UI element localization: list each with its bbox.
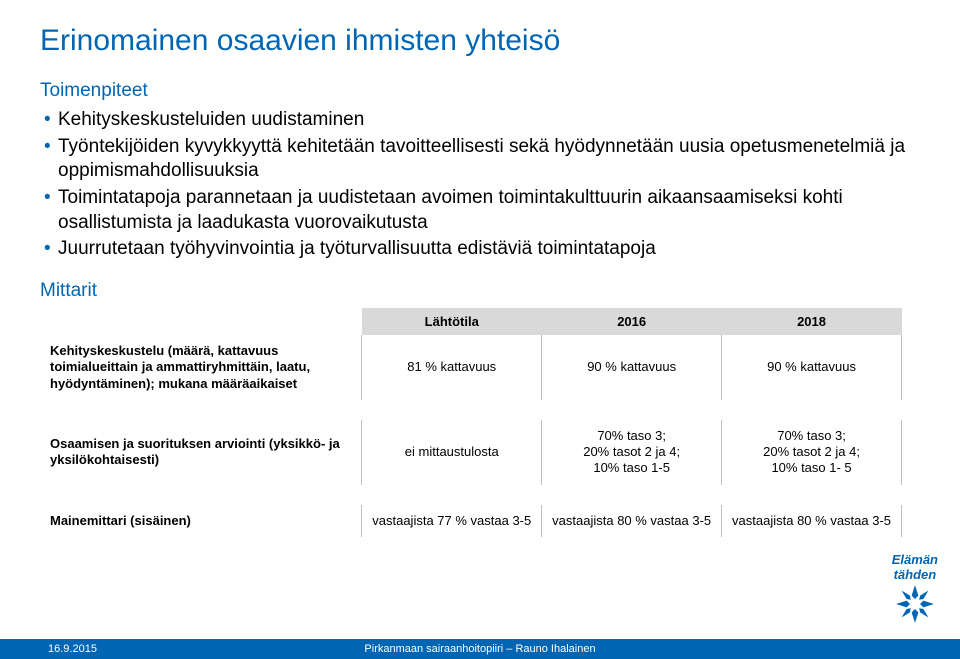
list-item: Juurrutetaan työhyvinvointia ja työturva… <box>44 237 920 262</box>
metrics-table: Lähtötila 2016 2018 Kehityskeskustelu (m… <box>42 308 902 537</box>
col-header: 2016 <box>542 308 722 335</box>
cell: 70% taso 3;20% tasot 2 ja 4;10% taso 1- … <box>722 420 902 485</box>
star-icon <box>894 583 936 625</box>
list-item: Työntekijöiden kyvykkyyttä kehitetään ta… <box>44 135 920 184</box>
footer-org: Pirkanmaan sairaanhoitopiiri – Rauno Iha… <box>364 643 595 655</box>
list-item: Toimintatapoja parannetaan ja uudistetaa… <box>44 186 920 235</box>
row-label: Mainemittari (sisäinen) <box>42 505 362 537</box>
mittarit-label: Mittarit <box>40 280 920 302</box>
cell: vastaajista 80 % vastaa 3-5 <box>722 505 902 537</box>
cell: vastaajista 80 % vastaa 3-5 <box>542 505 722 537</box>
table-row: Kehityskeskustelu (määrä, kattavuus toim… <box>42 335 902 400</box>
table-row: Osaamisen ja suorituksen arviointi (yksi… <box>42 420 902 485</box>
logo-text-line2: tähden <box>892 568 938 581</box>
page-title: Erinomainen osaavien ihmisten yhteisö <box>40 24 920 58</box>
table-header-row: Lähtötila 2016 2018 <box>42 308 902 335</box>
row-label: Kehityskeskustelu (määrä, kattavuus toim… <box>42 335 362 400</box>
cell: ei mittaustulosta <box>362 420 542 485</box>
cell: vastaajista 77 % vastaa 3-5 <box>362 505 542 537</box>
row-label: Osaamisen ja suorituksen arviointi (yksi… <box>42 420 362 485</box>
footer-bar: 16.9.2015 Pirkanmaan sairaanhoitopiiri –… <box>0 639 960 659</box>
cell: 81 % kattavuus <box>362 335 542 400</box>
col-header: Lähtötila <box>362 308 542 335</box>
list-item: Kehityskeskusteluiden uudistaminen <box>44 108 920 133</box>
header-blank <box>42 308 362 335</box>
footer-date: 16.9.2015 <box>48 643 97 655</box>
slide: Erinomainen osaavien ihmisten yhteisö To… <box>0 0 960 659</box>
logo: Elämän tähden <box>892 553 938 625</box>
toimenpiteet-label: Toimenpiteet <box>40 80 920 102</box>
col-header: 2018 <box>722 308 902 335</box>
cell: 70% taso 3;20% tasot 2 ja 4;10% taso 1-5 <box>542 420 722 485</box>
footer: 4 16.9.2015 Pirkanmaan sairaanhoitopiiri… <box>0 631 960 659</box>
bullet-list: Kehityskeskusteluiden uudistaminen Työnt… <box>40 108 920 262</box>
logo-text-line1: Elämän <box>892 553 938 566</box>
table-row: Mainemittari (sisäinen) vastaajista 77 %… <box>42 505 902 537</box>
cell: 90 % kattavuus <box>542 335 722 400</box>
cell: 90 % kattavuus <box>722 335 902 400</box>
